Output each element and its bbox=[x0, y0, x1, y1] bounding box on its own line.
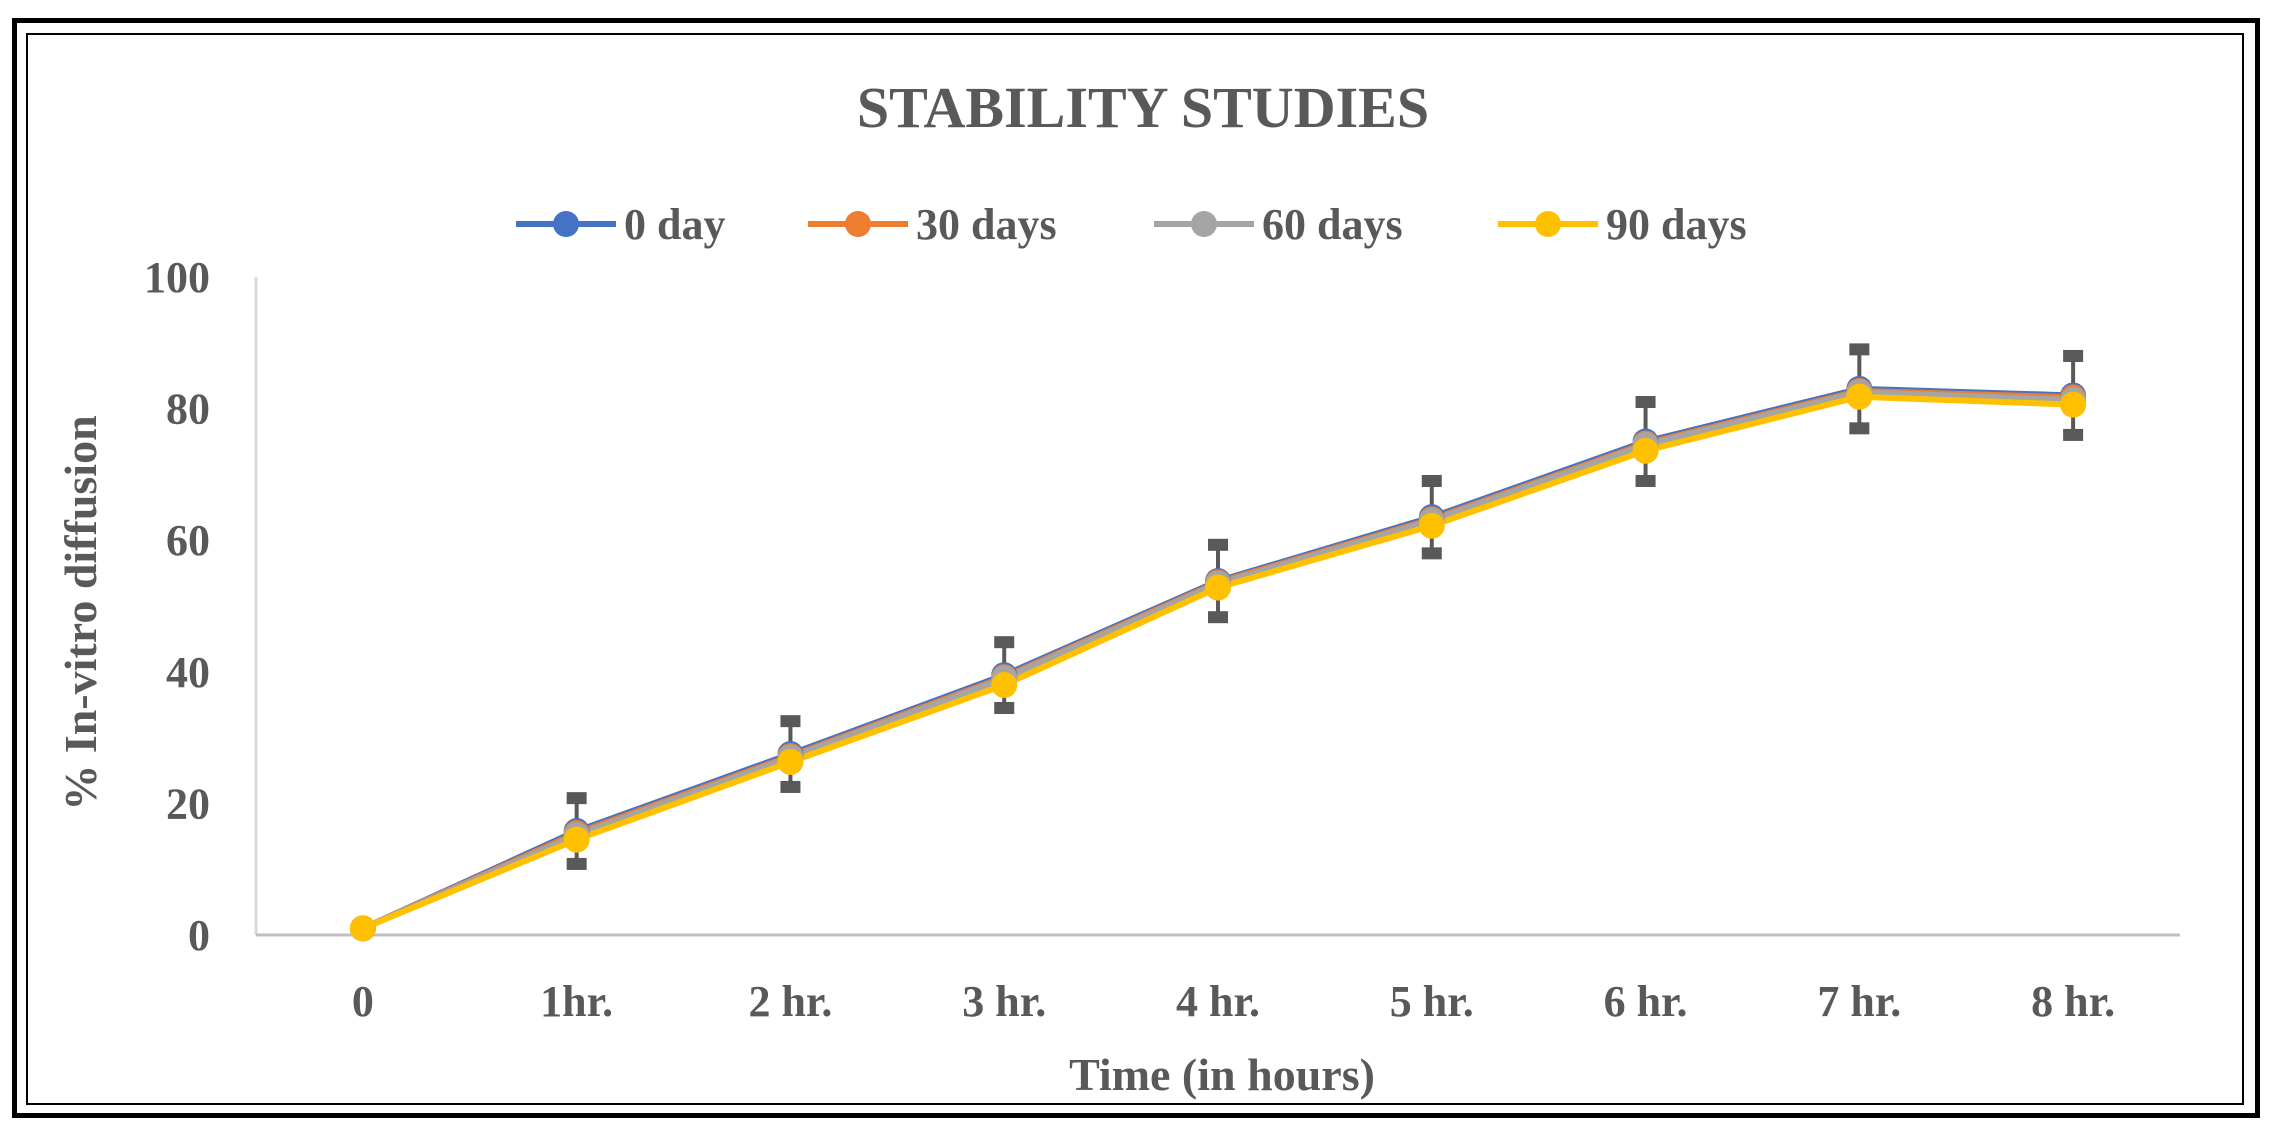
series-line-0-day bbox=[361, 385, 2074, 932]
legend-item: 60 days bbox=[1154, 200, 1403, 249]
data-point bbox=[1846, 383, 1873, 410]
outer-frame bbox=[12, 18, 2260, 1118]
legend-marker bbox=[1191, 211, 1217, 237]
y-tick-label: 0 bbox=[188, 911, 210, 960]
series-lines bbox=[361, 385, 2074, 932]
inner-frame bbox=[26, 33, 2244, 1105]
legend-item: 0 day bbox=[516, 200, 725, 249]
x-tick-label: 8 hr. bbox=[2031, 977, 2115, 1026]
series-points bbox=[349, 375, 2087, 942]
data-point bbox=[991, 671, 1018, 698]
data-point bbox=[563, 826, 590, 853]
data-point bbox=[1205, 574, 1231, 601]
legend-item: 90 days bbox=[1498, 200, 1747, 249]
legend-marker bbox=[1535, 211, 1561, 237]
x-tick-label: 6 hr. bbox=[1604, 977, 1688, 1026]
x-tick-label: 0 bbox=[352, 977, 374, 1026]
legend-item: 30 days bbox=[808, 200, 1057, 249]
x-tick-labels: 0 1hr. 2 hr. 3 hr. 4 hr. 5 hr. 6 hr. 7 hr. 8 hr. bbox=[352, 977, 2115, 1026]
data-point bbox=[1418, 512, 1445, 539]
legend-label: 0 day bbox=[624, 200, 725, 249]
y-tick-label: 20 bbox=[166, 779, 210, 828]
error-bar bbox=[1849, 343, 1870, 435]
y-tick-labels: 0 20 40 60 80 100 bbox=[144, 253, 210, 960]
x-tick-label: 4 hr. bbox=[1176, 977, 1260, 1026]
x-axis-title: Time (in hours) bbox=[1069, 1049, 1375, 1100]
legend-marker bbox=[845, 211, 871, 237]
data-point bbox=[777, 748, 804, 775]
x-tick-label: 7 hr. bbox=[1817, 977, 1901, 1026]
legend: 0 day 30 days 60 days 90 days bbox=[516, 200, 1747, 249]
legend-label: 90 days bbox=[1606, 200, 1747, 249]
x-tick-label: 2 hr. bbox=[748, 977, 832, 1026]
series-line-60-days bbox=[361, 389, 2074, 932]
x-tick-label: 1hr. bbox=[540, 977, 613, 1026]
legend-marker bbox=[553, 211, 579, 237]
y-tick-label: 40 bbox=[166, 648, 210, 697]
x-tick-label: 5 hr. bbox=[1390, 977, 1474, 1026]
chart-title: STABILITY STUDIES bbox=[857, 75, 1429, 140]
error-bar bbox=[1208, 538, 1228, 624]
y-tick-label: 60 bbox=[166, 516, 210, 565]
data-point bbox=[2060, 391, 2087, 418]
legend-label: 30 days bbox=[916, 200, 1057, 249]
series-line-90-days bbox=[361, 393, 2074, 932]
y-tick-label: 80 bbox=[166, 385, 210, 434]
data-point bbox=[349, 915, 376, 942]
series-line-30-days bbox=[361, 387, 2074, 932]
y-tick-label: 100 bbox=[144, 253, 210, 302]
x-tick-label: 3 hr. bbox=[962, 977, 1046, 1026]
y-axis-title: % In-vitro diffusion bbox=[55, 415, 106, 810]
axes bbox=[254, 277, 2180, 937]
legend-label: 60 days bbox=[1262, 200, 1403, 249]
data-point bbox=[1632, 437, 1659, 464]
error-bars bbox=[566, 343, 2084, 870]
